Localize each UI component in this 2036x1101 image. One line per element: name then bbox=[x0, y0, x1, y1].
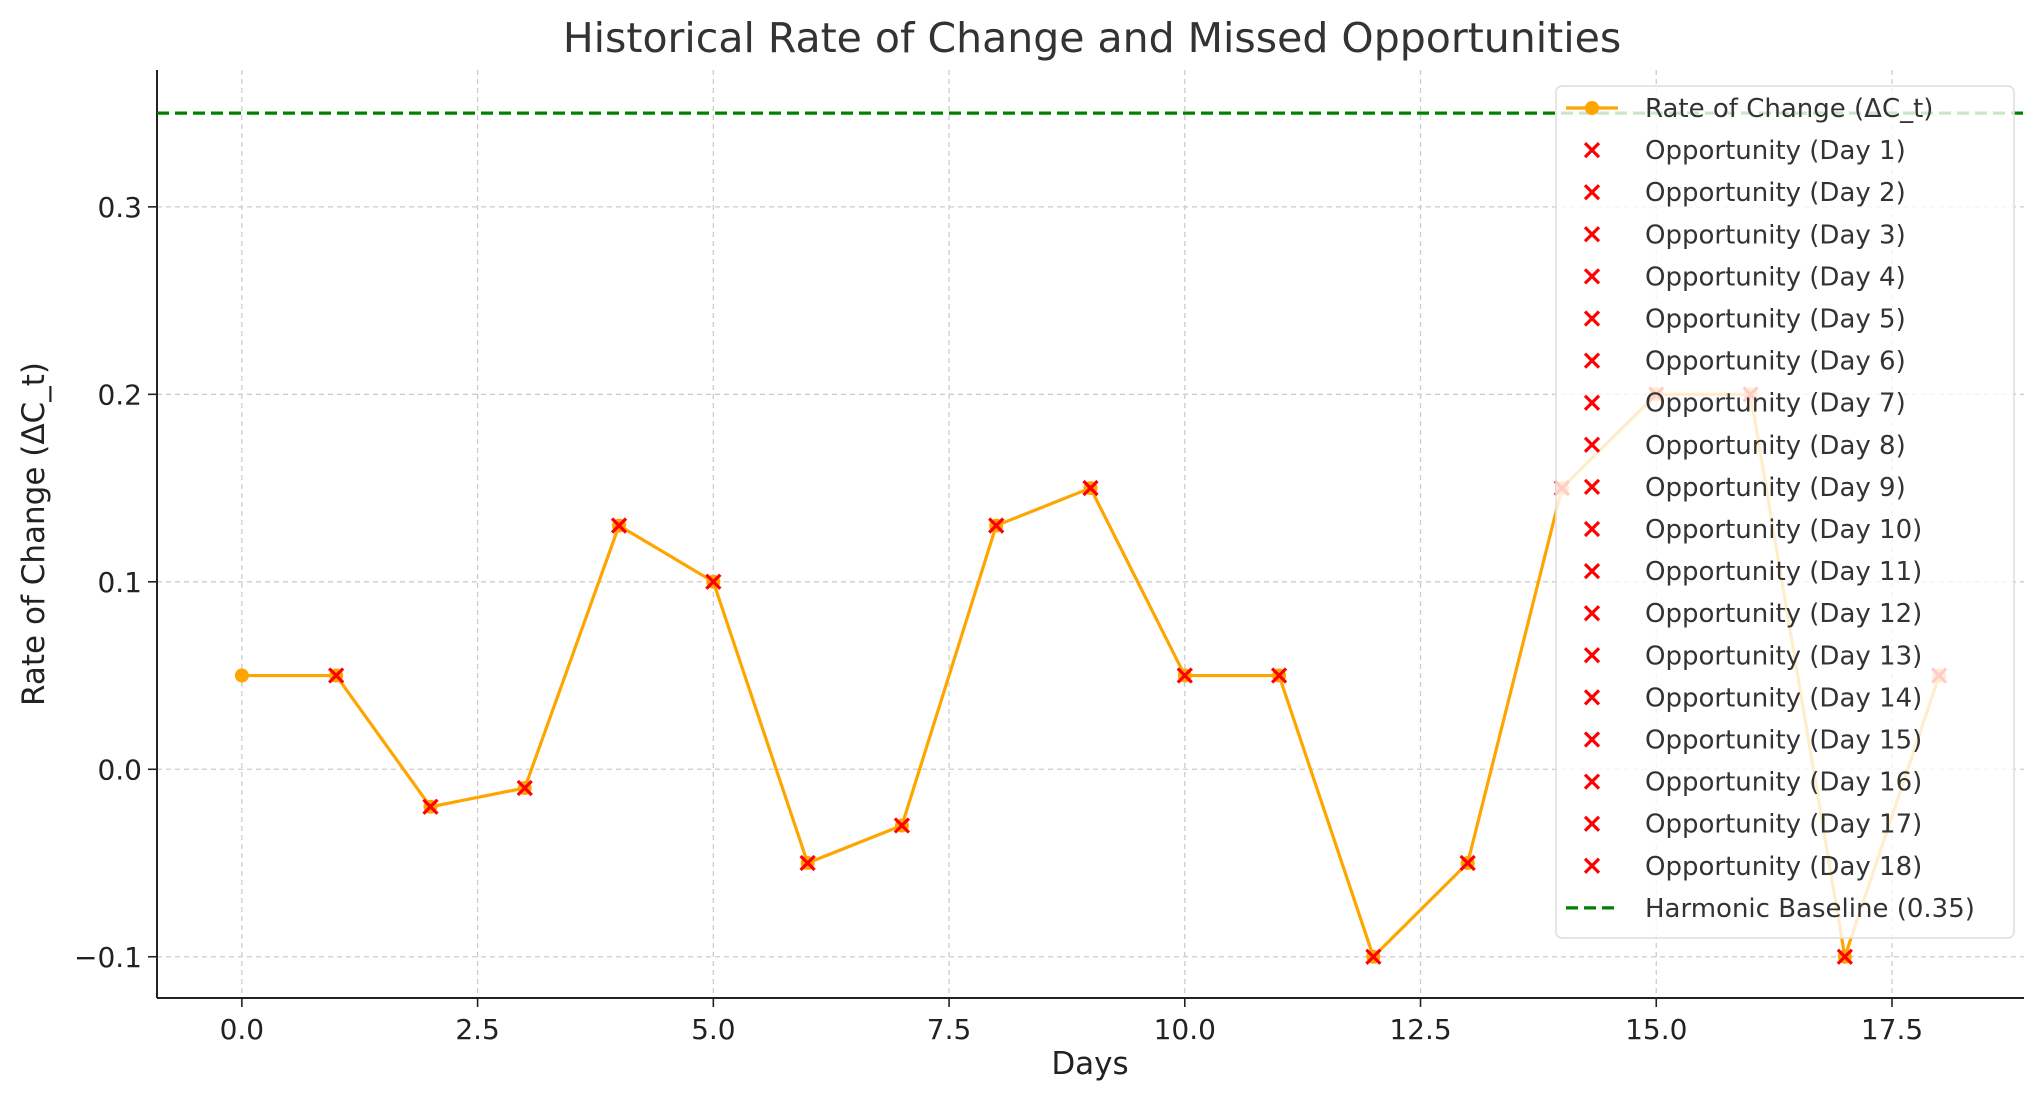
legend-handle-x bbox=[1583, 184, 1601, 201]
legend-frame bbox=[1555, 85, 2015, 939]
legend-handle-x bbox=[1583, 815, 1601, 832]
y-ticks: −0.1 0.0 0.1 0.2 0.3 bbox=[74, 191, 157, 974]
legend-handle-x bbox=[1583, 310, 1601, 327]
data-point bbox=[234, 668, 249, 683]
x-tick-label: 0.0 bbox=[220, 1013, 265, 1046]
opportunity-marker bbox=[1836, 948, 1853, 965]
x-ticks: 0.0 2.5 5.0 7.5 10.0 12.5 15.0 17.5 bbox=[220, 998, 1923, 1046]
legend-handle-x bbox=[1583, 394, 1601, 411]
legend-handle-x bbox=[1583, 141, 1601, 159]
legend-item-opportunity: Opportunity (Day 10) bbox=[1583, 515, 1922, 545]
opportunity-marker bbox=[610, 517, 628, 534]
legend-label: Opportunity (Day 12) bbox=[1645, 599, 1922, 629]
legend-handle-x bbox=[1583, 689, 1601, 706]
y-axis-label: Rate of Change (ΔC_t) bbox=[16, 362, 52, 706]
legend-label: Opportunity (Day 18) bbox=[1645, 852, 1922, 882]
x-tick-label: 15.0 bbox=[1625, 1013, 1687, 1046]
legend-item-opportunity: Opportunity (Day 2) bbox=[1583, 178, 1906, 208]
legend-item-opportunity: Opportunity (Day 8) bbox=[1583, 431, 1906, 461]
opportunity-marker bbox=[799, 854, 816, 872]
x-tick-label: 12.5 bbox=[1389, 1013, 1451, 1046]
legend-handle-marker bbox=[1585, 101, 1599, 115]
legend-item-opportunity: Opportunity (Day 1) bbox=[1583, 136, 1906, 166]
opportunity-marker bbox=[1176, 667, 1193, 684]
opportunity-marker bbox=[705, 573, 722, 590]
legend-item-opportunity: Opportunity (Day 16) bbox=[1583, 768, 1922, 798]
legend-handle-x bbox=[1583, 731, 1601, 748]
legend-label: Opportunity (Day 2) bbox=[1645, 178, 1906, 208]
y-tick-label: 0.1 bbox=[97, 566, 142, 599]
legend-label: Opportunity (Day 15) bbox=[1645, 726, 1922, 756]
legend-item-opportunity: Opportunity (Day 18) bbox=[1583, 852, 1922, 882]
axes bbox=[156, 70, 2024, 999]
y-tick-label: 0.2 bbox=[97, 378, 142, 411]
legend-label: Opportunity (Day 5) bbox=[1645, 305, 1906, 335]
opportunity-marker bbox=[422, 798, 439, 815]
legend-label: Opportunity (Day 1) bbox=[1645, 136, 1906, 166]
legend-label: Opportunity (Day 9) bbox=[1645, 473, 1906, 503]
legend-label: Opportunity (Day 16) bbox=[1645, 768, 1922, 798]
legend-item-baseline: Harmonic Baseline (0.35) bbox=[1566, 894, 1975, 924]
legend-handle-x bbox=[1583, 647, 1601, 664]
legend-item-opportunity: Opportunity (Day 13) bbox=[1583, 641, 1922, 671]
x-tick-label: 17.5 bbox=[1861, 1013, 1923, 1046]
legend-handle-x bbox=[1583, 436, 1601, 453]
legend-item-opportunity: Opportunity (Day 15) bbox=[1583, 726, 1922, 756]
legend-handle-x bbox=[1583, 226, 1601, 243]
legend-label: Opportunity (Day 10) bbox=[1645, 515, 1922, 545]
legend-handle-x bbox=[1583, 352, 1601, 369]
legend-handle-x bbox=[1583, 478, 1601, 496]
opportunity-marker bbox=[1270, 667, 1288, 684]
legend-label: Opportunity (Day 6) bbox=[1645, 347, 1906, 377]
legend-item-opportunity: Opportunity (Day 3) bbox=[1583, 220, 1906, 250]
legend-item-opportunity: Opportunity (Day 4) bbox=[1583, 262, 1906, 292]
legend-handle-x bbox=[1583, 268, 1601, 285]
opportunity-marker bbox=[328, 667, 345, 684]
legend-item-opportunity: Opportunity (Day 9) bbox=[1583, 473, 1906, 503]
y-tick-label: 0.0 bbox=[97, 753, 142, 786]
legend-label: Rate of Change (ΔC_t) bbox=[1645, 94, 1933, 124]
legend-handle-x bbox=[1583, 605, 1601, 622]
legend-label: Opportunity (Day 13) bbox=[1645, 641, 1922, 671]
opportunity-marker bbox=[893, 817, 911, 834]
legend-item-opportunity: Opportunity (Day 14) bbox=[1583, 683, 1922, 713]
legend-label: Opportunity (Day 7) bbox=[1645, 389, 1906, 419]
opportunity-marker bbox=[1365, 948, 1382, 965]
legend-item-opportunity: Opportunity (Day 12) bbox=[1583, 599, 1922, 629]
legend-item-opportunity: Opportunity (Day 7) bbox=[1583, 389, 1906, 419]
legend-item-opportunity: Opportunity (Day 11) bbox=[1583, 557, 1922, 587]
x-axis-label: Days bbox=[1051, 1046, 1128, 1082]
x-tick-label: 7.5 bbox=[927, 1013, 972, 1046]
chart-title: Historical Rate of Change and Missed Opp… bbox=[563, 14, 1621, 62]
legend-item-opportunity: Opportunity (Day 17) bbox=[1583, 810, 1922, 840]
legend-handle-x bbox=[1583, 857, 1601, 874]
opportunity-marker bbox=[1459, 854, 1476, 872]
opportunity-marker bbox=[1082, 479, 1099, 497]
legend-handle-x bbox=[1583, 562, 1601, 580]
opportunity-marker bbox=[988, 517, 1005, 534]
legend-label: Opportunity (Day 8) bbox=[1645, 431, 1906, 461]
legend-label: Opportunity (Day 14) bbox=[1645, 683, 1922, 713]
x-tick-label: 5.0 bbox=[691, 1013, 736, 1046]
x-tick-label: 2.5 bbox=[455, 1013, 500, 1046]
x-tick-label: 10.0 bbox=[1154, 1013, 1216, 1046]
legend-label: Opportunity (Day 3) bbox=[1645, 220, 1906, 250]
legend-item-series: Rate of Change (ΔC_t) bbox=[1566, 94, 1933, 124]
legend-label: Opportunity (Day 17) bbox=[1645, 810, 1922, 840]
legend-label: Harmonic Baseline (0.35) bbox=[1645, 894, 1975, 924]
legend-handle-x bbox=[1583, 520, 1601, 538]
legend-item-opportunity: Opportunity (Day 6) bbox=[1583, 347, 1906, 377]
opportunity-marker bbox=[516, 779, 533, 797]
legend-label: Opportunity (Day 11) bbox=[1645, 557, 1922, 587]
legend-label: Opportunity (Day 4) bbox=[1645, 262, 1906, 292]
y-tick-label: −0.1 bbox=[74, 941, 142, 974]
legend: Rate of Change (ΔC_t) Opportunity (Day 1)… bbox=[1555, 85, 2015, 939]
grid bbox=[157, 70, 2024, 998]
legend-item-opportunity: Opportunity (Day 5) bbox=[1583, 305, 1906, 335]
legend-handle-x bbox=[1583, 773, 1601, 790]
y-tick-label: 0.3 bbox=[97, 191, 142, 224]
